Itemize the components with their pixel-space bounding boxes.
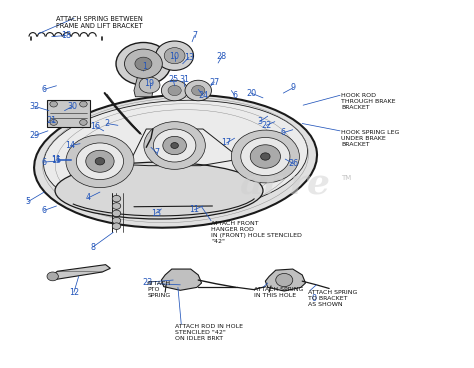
Text: ar: ar xyxy=(239,168,282,202)
Circle shape xyxy=(161,80,188,101)
Polygon shape xyxy=(52,265,110,279)
Text: TM: TM xyxy=(341,175,351,181)
Text: 25: 25 xyxy=(168,75,178,84)
Text: HOOK ROD
THROUGH BRAKE
BRACKET: HOOK ROD THROUGH BRAKE BRACKET xyxy=(341,93,395,110)
Text: 6: 6 xyxy=(42,85,46,94)
Text: 7: 7 xyxy=(192,31,197,40)
Text: 21: 21 xyxy=(46,116,57,125)
Circle shape xyxy=(144,122,205,169)
Polygon shape xyxy=(265,269,306,291)
Circle shape xyxy=(125,49,162,78)
Text: 29: 29 xyxy=(29,131,40,140)
Text: 28: 28 xyxy=(217,52,227,61)
Circle shape xyxy=(112,217,121,224)
Text: ATTACH SPRING
IN THIS HOLE: ATTACH SPRING IN THIS HOLE xyxy=(254,287,303,298)
Circle shape xyxy=(50,101,57,107)
Circle shape xyxy=(168,85,181,96)
Circle shape xyxy=(276,273,293,287)
Text: ATTACH SPRING
TO BRACKET
AS SHOWN: ATTACH SPRING TO BRACKET AS SHOWN xyxy=(308,290,357,307)
Text: 31: 31 xyxy=(179,75,189,84)
Ellipse shape xyxy=(44,100,308,215)
Text: 19: 19 xyxy=(145,79,155,88)
Text: 9: 9 xyxy=(290,84,295,92)
Text: 13: 13 xyxy=(184,53,194,62)
Text: 3: 3 xyxy=(257,117,262,126)
Circle shape xyxy=(80,101,87,107)
Text: 6: 6 xyxy=(232,91,237,100)
Circle shape xyxy=(47,272,58,281)
Circle shape xyxy=(163,136,186,155)
Circle shape xyxy=(191,85,205,96)
Text: 18: 18 xyxy=(61,31,71,40)
Text: 12: 12 xyxy=(69,288,79,297)
Text: ATTACH ROD IN HOLE
STENCILED "42"
ON IDLER BRKT: ATTACH ROD IN HOLE STENCILED "42" ON IDL… xyxy=(174,324,243,341)
Text: 23: 23 xyxy=(142,278,152,287)
Ellipse shape xyxy=(55,162,263,219)
Text: 8: 8 xyxy=(91,243,95,252)
Text: 30: 30 xyxy=(67,102,78,111)
Circle shape xyxy=(112,195,121,202)
Text: 26: 26 xyxy=(289,159,299,168)
Text: 32: 32 xyxy=(30,102,40,111)
Text: 11: 11 xyxy=(190,205,200,214)
Text: 15: 15 xyxy=(51,156,62,164)
Circle shape xyxy=(241,137,290,176)
Circle shape xyxy=(250,145,281,168)
Text: 24: 24 xyxy=(198,91,208,100)
Circle shape xyxy=(76,143,124,180)
Text: ATTACH
PTO
SPRING: ATTACH PTO SPRING xyxy=(147,281,171,298)
Text: 7: 7 xyxy=(154,148,159,158)
Text: 27: 27 xyxy=(209,78,219,86)
Circle shape xyxy=(185,80,211,101)
Circle shape xyxy=(261,153,270,160)
Circle shape xyxy=(86,150,114,172)
Text: 10: 10 xyxy=(170,52,180,61)
Circle shape xyxy=(95,158,105,165)
Circle shape xyxy=(164,47,185,64)
Text: 13: 13 xyxy=(151,209,161,218)
Circle shape xyxy=(50,120,57,125)
Text: ATTACH SPRING BETWEEN
FRAME AND LIFT BRACKET: ATTACH SPRING BETWEEN FRAME AND LIFT BRA… xyxy=(56,16,143,29)
Circle shape xyxy=(116,42,171,85)
Text: 5: 5 xyxy=(26,197,31,206)
Text: 14: 14 xyxy=(65,141,76,150)
Circle shape xyxy=(231,130,300,183)
Text: 17: 17 xyxy=(221,138,232,148)
Circle shape xyxy=(156,41,193,70)
FancyBboxPatch shape xyxy=(47,100,91,127)
Circle shape xyxy=(154,129,196,162)
Circle shape xyxy=(171,142,178,148)
Text: 6: 6 xyxy=(281,128,286,137)
Text: 0: 0 xyxy=(311,294,316,303)
Text: 6: 6 xyxy=(42,158,46,166)
Text: 11: 11 xyxy=(52,155,62,163)
Circle shape xyxy=(112,203,121,209)
Text: 20: 20 xyxy=(246,89,256,98)
Polygon shape xyxy=(161,269,201,290)
Circle shape xyxy=(112,210,121,217)
Text: re: re xyxy=(289,168,331,202)
Text: ATTACH FRONT
HANGER ROD
IN (FRONT) HOLE STENCILED
"42": ATTACH FRONT HANGER ROD IN (FRONT) HOLE … xyxy=(211,221,302,244)
Ellipse shape xyxy=(34,95,317,228)
Circle shape xyxy=(66,135,134,188)
Text: 4: 4 xyxy=(86,194,91,202)
Circle shape xyxy=(135,57,152,70)
Text: 6: 6 xyxy=(42,206,46,215)
Circle shape xyxy=(139,77,160,93)
Circle shape xyxy=(80,120,87,125)
Text: 1: 1 xyxy=(142,62,147,71)
Text: 2: 2 xyxy=(104,119,109,128)
Text: 22: 22 xyxy=(261,121,272,130)
Text: HOOK SPRING LEG
UNDER BRAKE
BRACKET: HOOK SPRING LEG UNDER BRAKE BRACKET xyxy=(341,130,400,147)
Polygon shape xyxy=(134,76,153,97)
Text: 16: 16 xyxy=(90,121,100,131)
Circle shape xyxy=(112,223,121,230)
